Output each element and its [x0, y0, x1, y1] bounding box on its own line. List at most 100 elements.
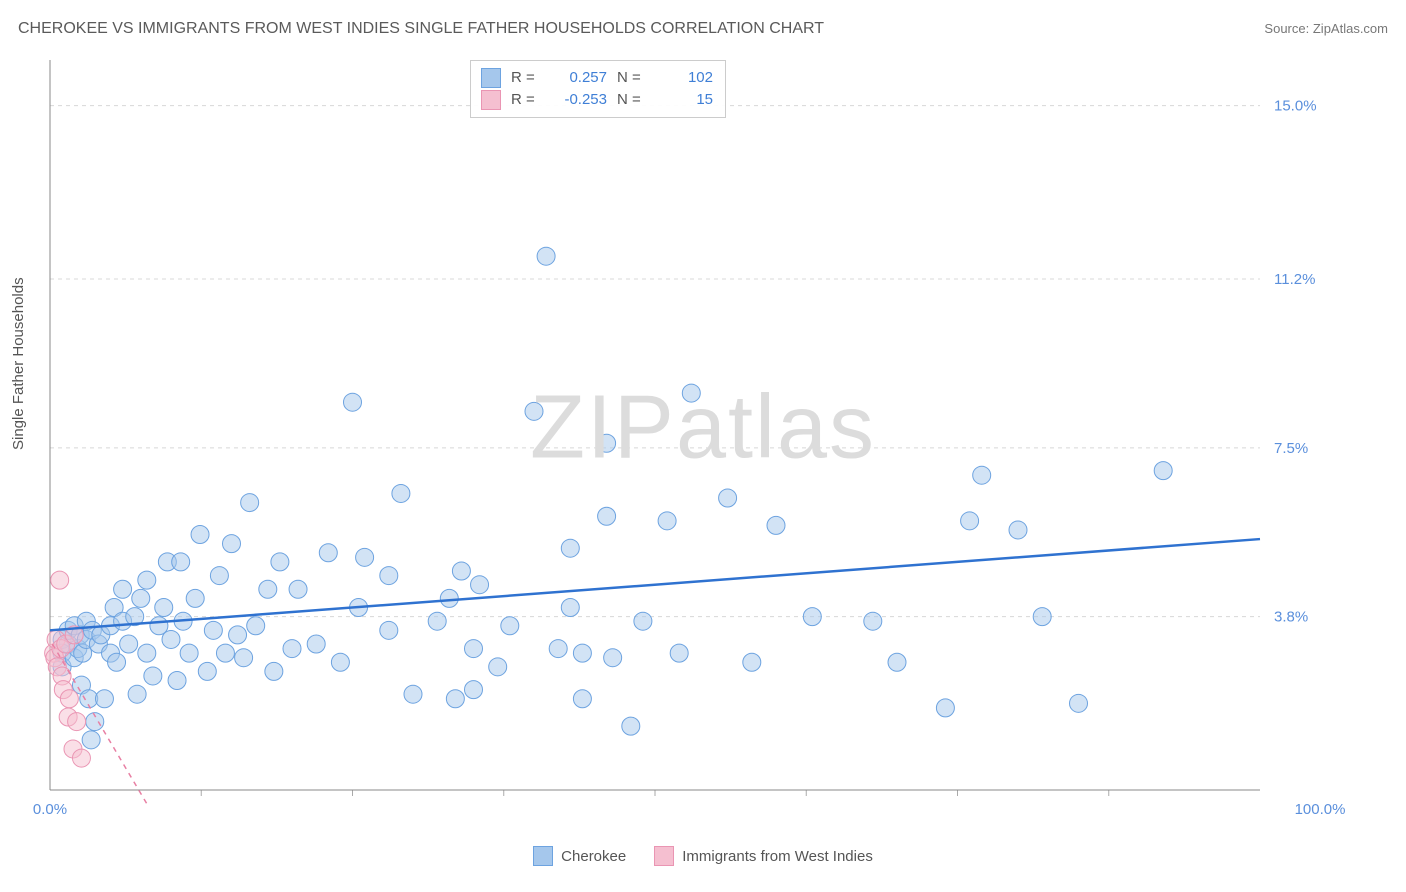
scatter-point [380, 567, 398, 585]
scatter-point [561, 539, 579, 557]
series-legend: Cherokee Immigrants from West Indies [0, 846, 1406, 866]
legend-swatch-1 [481, 90, 501, 110]
scatter-point [265, 662, 283, 680]
legend-label-0: Cherokee [561, 848, 626, 865]
scatter-point [229, 626, 247, 644]
scatter-point [138, 644, 156, 662]
scatter-point [682, 384, 700, 402]
scatter-point [51, 571, 69, 589]
scatter-point [319, 544, 337, 562]
scatter-plot: 3.8%7.5%11.2%15.0%0.0%100.0% [50, 60, 1330, 820]
scatter-point [549, 640, 567, 658]
scatter-point [138, 571, 156, 589]
xtick-label: 100.0% [1295, 801, 1346, 818]
scatter-point [598, 434, 616, 452]
source-attribution: Source: ZipAtlas.com [1264, 21, 1388, 36]
scatter-point [331, 653, 349, 671]
scatter-point [598, 507, 616, 525]
scatter-point [132, 589, 150, 607]
scatter-point [191, 526, 209, 544]
legend-n-value-1: 15 [657, 89, 713, 111]
scatter-point [634, 612, 652, 630]
legend-swatch-westindies [654, 846, 674, 866]
scatter-point [573, 690, 591, 708]
scatter-point [719, 489, 737, 507]
legend-row-0: R = 0.257 N = 102 [481, 67, 713, 89]
scatter-point [501, 617, 519, 635]
ytick-label: 7.5% [1274, 440, 1308, 457]
scatter-point [128, 685, 146, 703]
scatter-point [743, 653, 761, 671]
scatter-point [936, 699, 954, 717]
scatter-point [108, 653, 126, 671]
legend-r-value-1: -0.253 [551, 89, 607, 111]
scatter-point [622, 717, 640, 735]
legend-r-value-0: 0.257 [551, 67, 607, 89]
title-row: CHEROKEE VS IMMIGRANTS FROM WEST INDIES … [18, 20, 1388, 38]
legend-n-label: N = [617, 89, 647, 111]
scatter-point [307, 635, 325, 653]
legend-r-label: R = [511, 89, 541, 111]
scatter-point [271, 553, 289, 571]
scatter-point [658, 512, 676, 530]
scatter-point [356, 548, 374, 566]
scatter-point [82, 731, 100, 749]
ytick-label: 3.8% [1274, 609, 1308, 626]
scatter-point [204, 621, 222, 639]
scatter-point [283, 640, 301, 658]
scatter-point [247, 617, 265, 635]
chart-title: CHEROKEE VS IMMIGRANTS FROM WEST INDIES … [18, 20, 824, 38]
scatter-point [767, 516, 785, 534]
legend-item-1: Immigrants from West Indies [654, 846, 873, 866]
scatter-point [604, 649, 622, 667]
ytick-label: 15.0% [1274, 98, 1317, 115]
legend-r-label: R = [511, 67, 541, 89]
scatter-point [172, 553, 190, 571]
scatter-point [1070, 694, 1088, 712]
legend-row-1: R = -0.253 N = 15 [481, 89, 713, 111]
scatter-point [223, 535, 241, 553]
scatter-point [392, 484, 410, 502]
y-axis-label: Single Father Households [10, 277, 27, 450]
correlation-legend: R = 0.257 N = 102 R = -0.253 N = 15 [470, 60, 726, 118]
scatter-point [344, 393, 362, 411]
scatter-point [289, 580, 307, 598]
scatter-point [803, 608, 821, 626]
scatter-point [961, 512, 979, 530]
scatter-point [186, 589, 204, 607]
scatter-point [120, 635, 138, 653]
legend-n-value-0: 102 [657, 67, 713, 89]
scatter-point [888, 653, 906, 671]
scatter-point [380, 621, 398, 639]
source-label: Source: [1264, 21, 1309, 36]
scatter-point [60, 690, 78, 708]
scatter-point [465, 640, 483, 658]
scatter-point [537, 247, 555, 265]
scatter-point [210, 567, 228, 585]
legend-label-1: Immigrants from West Indies [682, 848, 873, 865]
scatter-point [259, 580, 277, 598]
source-link[interactable]: ZipAtlas.com [1313, 21, 1388, 36]
scatter-point [198, 662, 216, 680]
scatter-point [162, 630, 180, 648]
legend-swatch-cherokee [533, 846, 553, 866]
scatter-point [561, 599, 579, 617]
scatter-point [168, 672, 186, 690]
scatter-point [864, 612, 882, 630]
scatter-point [973, 466, 991, 484]
scatter-point [525, 402, 543, 420]
scatter-point [144, 667, 162, 685]
scatter-point [465, 681, 483, 699]
scatter-point [404, 685, 422, 703]
scatter-point [1009, 521, 1027, 539]
legend-swatch-0 [481, 68, 501, 88]
xtick-label: 0.0% [33, 801, 67, 818]
scatter-point [428, 612, 446, 630]
scatter-point [1033, 608, 1051, 626]
scatter-point [452, 562, 470, 580]
scatter-point [155, 599, 173, 617]
scatter-point [235, 649, 253, 667]
scatter-point [670, 644, 688, 662]
scatter-point [446, 690, 464, 708]
legend-n-label: N = [617, 67, 647, 89]
